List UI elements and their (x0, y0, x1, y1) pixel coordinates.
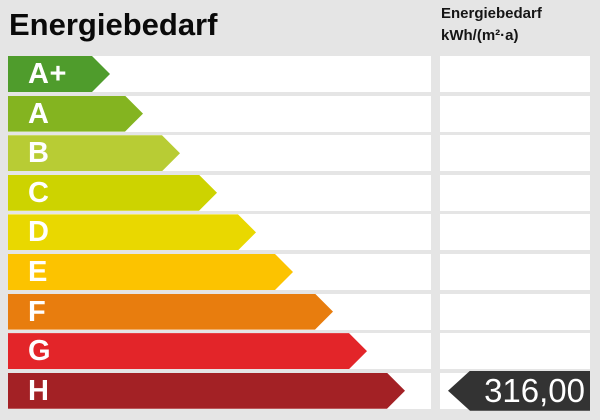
band-label: A (28, 97, 50, 130)
energy-row-a: A (0, 95, 600, 132)
band-label: D (28, 216, 50, 249)
value-badge-text: 316,00 (484, 371, 585, 409)
unit-header-line2: kWh/(m²·a) (441, 27, 519, 44)
unit-header-line1: Energiebedarf (441, 5, 542, 22)
energy-row-d: D (0, 214, 600, 251)
energy-row-e: E (0, 253, 600, 290)
energy-row-h: 316,00 H (0, 370, 600, 411)
energy-row-b: B (0, 135, 600, 172)
energy-band-d: D (8, 214, 256, 250)
row-value-cell (440, 135, 590, 172)
band-label: C (28, 176, 50, 209)
band-label: B (28, 137, 50, 170)
band-label: F (28, 295, 47, 328)
band-label: G (28, 335, 52, 368)
energy-row-g: G (0, 333, 600, 370)
value-badge: 316,00 (448, 370, 590, 411)
row-value-cell (440, 174, 590, 211)
row-value-cell (440, 95, 590, 132)
energy-band-a: A (8, 96, 143, 132)
row-value-cell: 316,00 (440, 370, 590, 411)
energy-band-b: B (8, 135, 180, 171)
row-value-cell (440, 293, 590, 330)
band-label: E (28, 255, 48, 288)
row-value-cell (440, 214, 590, 251)
row-value-cell (440, 253, 590, 290)
energy-row-f: F (0, 293, 600, 330)
energy-band-f: F (8, 294, 333, 330)
energy-row-a-plus: A+ (0, 56, 600, 92)
energy-row-c: C (0, 174, 600, 211)
energy-band-c: C (8, 175, 217, 211)
energy-scale-rows: A+ A B C D (0, 56, 600, 411)
energy-band-e: E (8, 254, 293, 290)
energy-band-a-plus: A+ (8, 56, 110, 92)
band-label: A+ (28, 58, 67, 90)
energy-band-h: H (8, 373, 405, 409)
page-title: Energiebedarf (9, 7, 218, 42)
row-value-cell (440, 333, 590, 370)
unit-header: Energiebedarf kWh/(m²·a) (441, 3, 542, 47)
band-label: H (28, 374, 50, 407)
energy-band-g: G (8, 333, 367, 369)
row-value-cell (440, 56, 590, 92)
